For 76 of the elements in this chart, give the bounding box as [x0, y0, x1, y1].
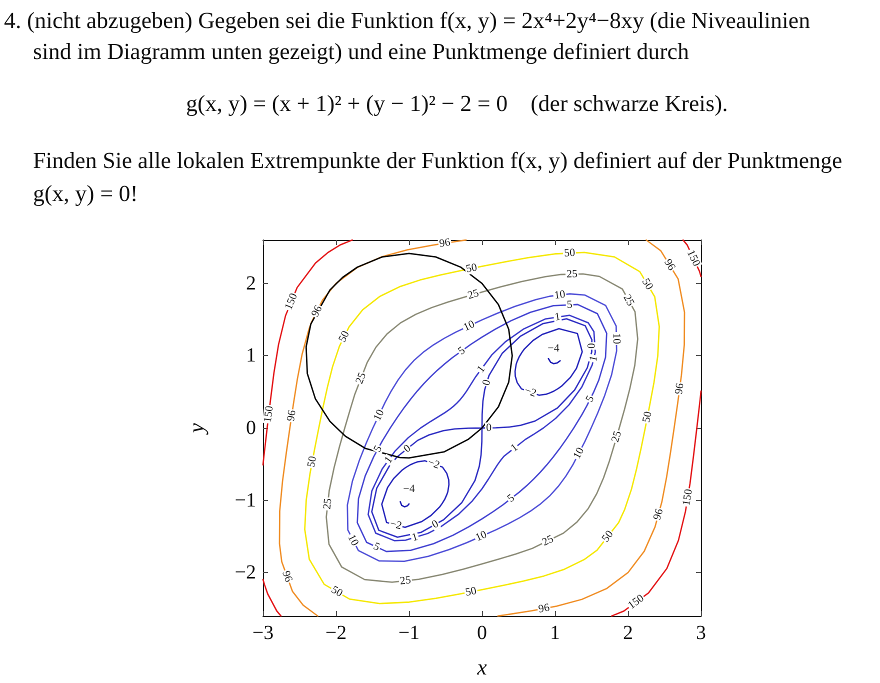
y-tick-label: −1 [234, 489, 256, 512]
annotation: 50 [329, 584, 346, 600]
annotation: 96 [280, 569, 295, 584]
annotation: 10 [462, 318, 478, 334]
annotation: 10 [610, 332, 622, 345]
annotation: 25 [620, 292, 637, 309]
annotation: 1 [474, 363, 488, 375]
annotation: 150 [680, 488, 696, 506]
annotation: 96 [651, 507, 666, 522]
annotation: 0 [401, 442, 414, 456]
annotation: 96 [438, 236, 452, 250]
text: Finden Sie alle lokalen Extrempunkte der Funktion f(x, y) definiert auf der Punktmenge g(x, y) = 0! [32, 147, 844, 208]
annotation: 0 [480, 378, 494, 387]
x-axis-title: x [476, 654, 488, 680]
chart-title: 4. (nicht abzugeben) Gegeben sei die Funktion f(x, y) = 2x⁴+2y⁴−8xy (die Niveaulinien sind im Diagramm unten gezeigt) und eine Punktmenge definiert durch [4, 7, 812, 66]
annotation: 96 [662, 257, 678, 274]
annotation: −2 [388, 518, 403, 532]
annotation: 10 [474, 528, 490, 544]
annotation: 150 [262, 404, 276, 424]
annotation: 0 [430, 518, 442, 531]
annotation: 96 [538, 602, 552, 616]
annotation: 50 [640, 410, 654, 424]
annotation: 1 [382, 454, 396, 466]
annotation: −2 [522, 384, 538, 400]
annotation: 25 [466, 287, 481, 302]
x-tick-label: −3 [252, 622, 274, 644]
annotation: 150 [282, 291, 300, 312]
annotation: 25 [321, 497, 334, 510]
annotation: 96 [309, 303, 326, 319]
annotation: 1 [554, 310, 562, 324]
annotation: 10 [371, 407, 387, 423]
x-tick-label: 0 [477, 622, 487, 644]
annotation: 50 [305, 454, 320, 468]
annotation: 50 [464, 584, 478, 599]
text: g(x, y) = (x + 1)² + (y − 1)² − 2 = 0 (der schwarze Kreis). [185, 90, 729, 118]
annotation: 10 [570, 445, 587, 461]
annotation: 5 [371, 443, 385, 454]
annotation: 50 [564, 246, 576, 260]
x-tick-label: 2 [623, 622, 633, 644]
annotation: 96 [284, 408, 299, 422]
y-tick-label: 1 [246, 344, 256, 367]
annotation: 50 [600, 528, 616, 544]
annotation: 5 [584, 393, 598, 404]
annotation: 25 [540, 532, 556, 549]
annotation: −2 [426, 456, 442, 472]
annotation: 10 [345, 532, 362, 548]
x-tick-label: 3 [696, 622, 706, 644]
annotation: −4 [403, 482, 416, 495]
y-axis-title: y [184, 422, 208, 435]
x-tick-label: −1 [398, 622, 420, 644]
annotation: 1 [587, 354, 600, 363]
annotation: 5 [371, 540, 382, 554]
annotation: 150 [684, 248, 703, 269]
annotation: 50 [639, 276, 656, 292]
annotation: 1 [508, 442, 520, 454]
y-tick-label: −2 [234, 562, 256, 584]
annotation: 96 [672, 382, 686, 396]
annotation: 150 [626, 592, 647, 612]
annotation: 25 [609, 429, 624, 444]
y-tick-label: 2 [246, 272, 256, 294]
annotation: 25 [353, 370, 369, 386]
annotation: 25 [399, 574, 412, 588]
annotation: 5 [456, 344, 468, 358]
x-tick-label: 1 [550, 622, 560, 644]
annotation: 50 [464, 261, 479, 276]
annotation: 5 [505, 492, 518, 505]
annotation: 50 [336, 328, 352, 344]
annotation: 0 [486, 422, 492, 434]
y-tick-label: 0 [246, 417, 256, 439]
annotation: 10 [554, 288, 566, 302]
annotation: 5 [566, 298, 574, 312]
annotation: 25 [566, 268, 578, 280]
annotation: −4 [548, 342, 560, 355]
annotation: 1 [410, 530, 420, 544]
x-tick-label: −2 [325, 622, 347, 644]
annotation: 0 [586, 342, 598, 349]
